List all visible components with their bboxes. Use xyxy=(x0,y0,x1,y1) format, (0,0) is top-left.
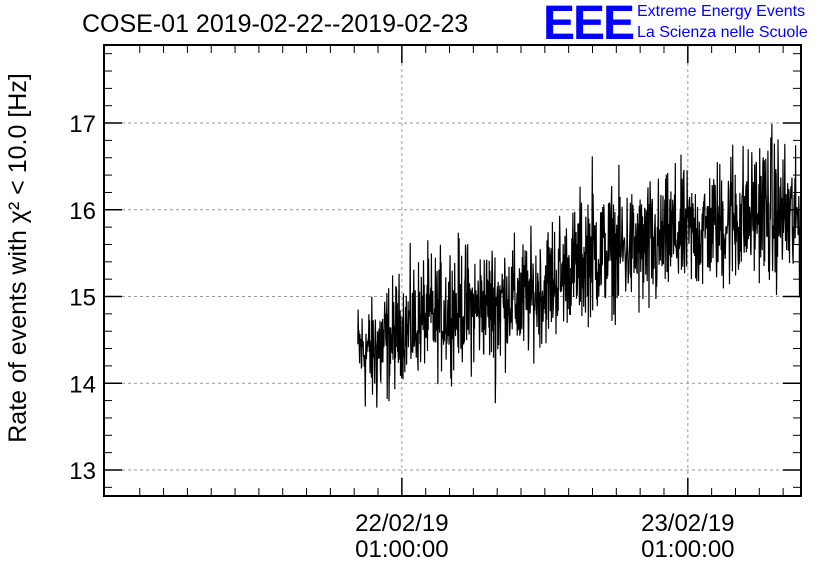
x-tick-label-time: 01:00:00 xyxy=(355,536,448,563)
x-tick-label-time: 01:00:00 xyxy=(641,536,734,563)
axis-ticks xyxy=(104,45,801,496)
x-tick-label-date: 23/02/19 xyxy=(641,510,734,537)
tick-labels: 131415161722/02/1901:00:0023/02/1901:00:… xyxy=(69,111,734,563)
y-axis-label: Rate of events with χ² < 10.0 [Hz] xyxy=(4,73,32,443)
org-name-line2: La Scienza nelle Scuole xyxy=(637,24,808,41)
y-tick-label: 16 xyxy=(69,198,96,225)
y-tick-label: 13 xyxy=(69,458,96,485)
plot-frame xyxy=(103,44,802,497)
eee-logo: EEE xyxy=(543,0,635,50)
chart-title: COSE-01 2019-02-22--2019-02-23 xyxy=(82,10,469,38)
y-tick-label: 15 xyxy=(69,285,96,312)
x-tick-label-date: 22/02/19 xyxy=(355,510,448,537)
rate-series-line xyxy=(357,123,802,408)
y-tick-label: 17 xyxy=(69,111,96,138)
org-name-line1: Extreme Energy Events xyxy=(637,3,806,20)
y-tick-label: 14 xyxy=(69,371,96,398)
